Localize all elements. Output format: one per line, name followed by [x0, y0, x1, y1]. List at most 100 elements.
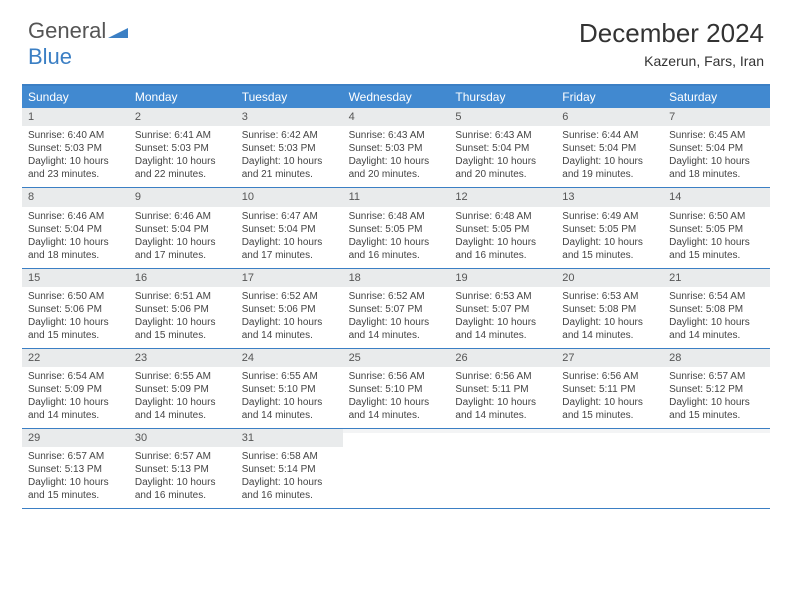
sunset-text: Sunset: 5:06 PM	[242, 303, 337, 316]
header: General Blue December 2024 Kazerun, Fars…	[0, 0, 792, 78]
sunrise-text: Sunrise: 6:56 AM	[349, 370, 444, 383]
sunset-text: Sunset: 5:04 PM	[669, 142, 764, 155]
sunset-text: Sunset: 5:07 PM	[455, 303, 550, 316]
logo: General Blue	[28, 18, 128, 70]
daylight-text: Daylight: 10 hours and 15 minutes.	[135, 316, 230, 342]
sunrise-text: Sunrise: 6:56 AM	[455, 370, 550, 383]
sunset-text: Sunset: 5:10 PM	[242, 383, 337, 396]
day-body: Sunrise: 6:44 AMSunset: 5:04 PMDaylight:…	[556, 126, 663, 187]
day-cell	[556, 429, 663, 508]
sunrise-text: Sunrise: 6:54 AM	[669, 290, 764, 303]
sunrise-text: Sunrise: 6:46 AM	[28, 210, 123, 223]
day-cell	[343, 429, 450, 508]
day-body: Sunrise: 6:41 AMSunset: 5:03 PMDaylight:…	[129, 126, 236, 187]
sunset-text: Sunset: 5:04 PM	[135, 223, 230, 236]
day-body: Sunrise: 6:40 AMSunset: 5:03 PMDaylight:…	[22, 126, 129, 187]
day-body	[556, 433, 663, 442]
weekday-sunday: Sunday	[22, 86, 129, 108]
sunrise-text: Sunrise: 6:50 AM	[669, 210, 764, 223]
logo-text-b: Blue	[28, 44, 72, 69]
day-number: 24	[236, 349, 343, 367]
day-cell: 29Sunrise: 6:57 AMSunset: 5:13 PMDayligh…	[22, 429, 129, 508]
day-number: 5	[449, 108, 556, 126]
weekday-row: Sunday Monday Tuesday Wednesday Thursday…	[22, 86, 770, 108]
day-body	[663, 433, 770, 442]
sunrise-text: Sunrise: 6:53 AM	[455, 290, 550, 303]
sunset-text: Sunset: 5:13 PM	[135, 463, 230, 476]
sunset-text: Sunset: 5:10 PM	[349, 383, 444, 396]
sunset-text: Sunset: 5:11 PM	[562, 383, 657, 396]
location: Kazerun, Fars, Iran	[579, 53, 764, 69]
day-cell: 8Sunrise: 6:46 AMSunset: 5:04 PMDaylight…	[22, 188, 129, 267]
daylight-text: Daylight: 10 hours and 20 minutes.	[455, 155, 550, 181]
day-body: Sunrise: 6:55 AMSunset: 5:10 PMDaylight:…	[236, 367, 343, 428]
day-number: 13	[556, 188, 663, 206]
day-body: Sunrise: 6:54 AMSunset: 5:09 PMDaylight:…	[22, 367, 129, 428]
day-cell: 18Sunrise: 6:52 AMSunset: 5:07 PMDayligh…	[343, 269, 450, 348]
day-cell: 14Sunrise: 6:50 AMSunset: 5:05 PMDayligh…	[663, 188, 770, 267]
day-body: Sunrise: 6:49 AMSunset: 5:05 PMDaylight:…	[556, 207, 663, 268]
sunset-text: Sunset: 5:06 PM	[135, 303, 230, 316]
day-body	[449, 433, 556, 442]
sunrise-text: Sunrise: 6:46 AM	[135, 210, 230, 223]
day-body: Sunrise: 6:43 AMSunset: 5:03 PMDaylight:…	[343, 126, 450, 187]
day-cell: 12Sunrise: 6:48 AMSunset: 5:05 PMDayligh…	[449, 188, 556, 267]
sunset-text: Sunset: 5:09 PM	[135, 383, 230, 396]
day-body: Sunrise: 6:46 AMSunset: 5:04 PMDaylight:…	[22, 207, 129, 268]
sunset-text: Sunset: 5:03 PM	[242, 142, 337, 155]
sunset-text: Sunset: 5:12 PM	[669, 383, 764, 396]
day-cell: 3Sunrise: 6:42 AMSunset: 5:03 PMDaylight…	[236, 108, 343, 187]
day-cell: 16Sunrise: 6:51 AMSunset: 5:06 PMDayligh…	[129, 269, 236, 348]
sunrise-text: Sunrise: 6:41 AM	[135, 129, 230, 142]
day-cell: 27Sunrise: 6:56 AMSunset: 5:11 PMDayligh…	[556, 349, 663, 428]
day-number: 10	[236, 188, 343, 206]
sunrise-text: Sunrise: 6:57 AM	[669, 370, 764, 383]
day-body: Sunrise: 6:57 AMSunset: 5:13 PMDaylight:…	[129, 447, 236, 508]
day-cell: 13Sunrise: 6:49 AMSunset: 5:05 PMDayligh…	[556, 188, 663, 267]
daylight-text: Daylight: 10 hours and 21 minutes.	[242, 155, 337, 181]
sunset-text: Sunset: 5:05 PM	[349, 223, 444, 236]
day-number: 11	[343, 188, 450, 206]
sunrise-text: Sunrise: 6:40 AM	[28, 129, 123, 142]
daylight-text: Daylight: 10 hours and 17 minutes.	[135, 236, 230, 262]
day-body: Sunrise: 6:56 AMSunset: 5:11 PMDaylight:…	[449, 367, 556, 428]
daylight-text: Daylight: 10 hours and 14 minutes.	[349, 316, 444, 342]
day-body: Sunrise: 6:43 AMSunset: 5:04 PMDaylight:…	[449, 126, 556, 187]
day-body: Sunrise: 6:47 AMSunset: 5:04 PMDaylight:…	[236, 207, 343, 268]
logo-text: General Blue	[28, 18, 128, 70]
day-cell: 1Sunrise: 6:40 AMSunset: 5:03 PMDaylight…	[22, 108, 129, 187]
day-cell	[449, 429, 556, 508]
day-body: Sunrise: 6:58 AMSunset: 5:14 PMDaylight:…	[236, 447, 343, 508]
sunrise-text: Sunrise: 6:54 AM	[28, 370, 123, 383]
day-number: 12	[449, 188, 556, 206]
sunset-text: Sunset: 5:11 PM	[455, 383, 550, 396]
day-body: Sunrise: 6:53 AMSunset: 5:08 PMDaylight:…	[556, 287, 663, 348]
day-cell: 15Sunrise: 6:50 AMSunset: 5:06 PMDayligh…	[22, 269, 129, 348]
day-cell: 31Sunrise: 6:58 AMSunset: 5:14 PMDayligh…	[236, 429, 343, 508]
day-cell: 20Sunrise: 6:53 AMSunset: 5:08 PMDayligh…	[556, 269, 663, 348]
sunrise-text: Sunrise: 6:47 AM	[242, 210, 337, 223]
day-body: Sunrise: 6:48 AMSunset: 5:05 PMDaylight:…	[343, 207, 450, 268]
day-body: Sunrise: 6:56 AMSunset: 5:10 PMDaylight:…	[343, 367, 450, 428]
day-body: Sunrise: 6:42 AMSunset: 5:03 PMDaylight:…	[236, 126, 343, 187]
day-body: Sunrise: 6:54 AMSunset: 5:08 PMDaylight:…	[663, 287, 770, 348]
daylight-text: Daylight: 10 hours and 16 minutes.	[455, 236, 550, 262]
day-number: 8	[22, 188, 129, 206]
day-number: 7	[663, 108, 770, 126]
logo-mark-icon	[108, 24, 128, 38]
sunrise-text: Sunrise: 6:50 AM	[28, 290, 123, 303]
daylight-text: Daylight: 10 hours and 15 minutes.	[28, 316, 123, 342]
day-number: 26	[449, 349, 556, 367]
day-body: Sunrise: 6:46 AMSunset: 5:04 PMDaylight:…	[129, 207, 236, 268]
sunset-text: Sunset: 5:14 PM	[242, 463, 337, 476]
sunset-text: Sunset: 5:04 PM	[562, 142, 657, 155]
day-number: 29	[22, 429, 129, 447]
sunrise-text: Sunrise: 6:52 AM	[242, 290, 337, 303]
week-row: 29Sunrise: 6:57 AMSunset: 5:13 PMDayligh…	[22, 429, 770, 509]
day-body: Sunrise: 6:55 AMSunset: 5:09 PMDaylight:…	[129, 367, 236, 428]
day-cell: 30Sunrise: 6:57 AMSunset: 5:13 PMDayligh…	[129, 429, 236, 508]
daylight-text: Daylight: 10 hours and 15 minutes.	[28, 476, 123, 502]
sunrise-text: Sunrise: 6:56 AM	[562, 370, 657, 383]
day-body: Sunrise: 6:52 AMSunset: 5:06 PMDaylight:…	[236, 287, 343, 348]
daylight-text: Daylight: 10 hours and 20 minutes.	[349, 155, 444, 181]
